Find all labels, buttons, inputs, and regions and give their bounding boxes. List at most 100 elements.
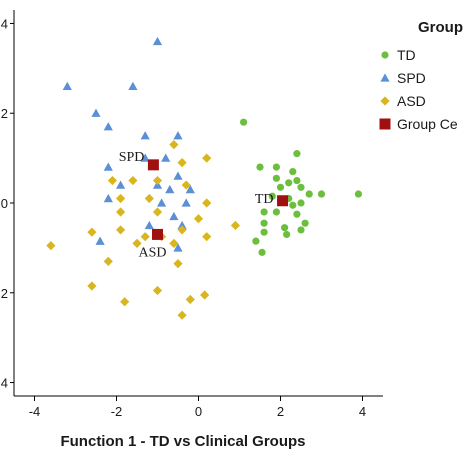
data-point-spd xyxy=(173,243,183,252)
x-axis: -4 -2 0 2 4 xyxy=(14,395,383,419)
data-point-td xyxy=(297,183,305,191)
legend-square-icon xyxy=(379,118,391,130)
y-tick-label: 4 xyxy=(1,376,8,391)
data-point-td xyxy=(256,163,264,171)
data-point-spd xyxy=(140,153,150,162)
data-point-asd xyxy=(177,310,187,320)
data-point-asd xyxy=(181,180,191,190)
centroid-label: ASD xyxy=(139,245,167,260)
centroid-label: SPD xyxy=(119,150,145,165)
data-point-asd xyxy=(46,241,56,251)
data-point-td xyxy=(268,192,276,200)
data-point-td xyxy=(293,210,301,218)
data-point-asd xyxy=(140,232,150,242)
data-point-asd xyxy=(116,225,126,235)
data-point-td xyxy=(281,224,289,232)
data-point-asd xyxy=(202,198,212,208)
group-centroid-marker xyxy=(147,159,159,171)
x-tick-label: -2 xyxy=(111,404,123,419)
data-point-spd xyxy=(144,220,154,230)
data-point-spd xyxy=(157,198,167,207)
legend-diamond-icon xyxy=(380,96,390,106)
data-point-spd xyxy=(103,193,113,203)
data-point-asd xyxy=(144,193,154,204)
data-point-asd xyxy=(177,225,187,235)
legend-item-spd: SPD xyxy=(380,70,426,86)
data-point-asd xyxy=(87,281,97,291)
data-point-asd xyxy=(107,175,117,186)
legend: Group TD SPD ASD Group Ce xyxy=(379,19,463,132)
data-point-asd xyxy=(132,238,142,248)
data-point-td xyxy=(297,199,305,207)
data-point-spd xyxy=(173,131,183,140)
data-point-spd xyxy=(173,171,183,180)
data-point-td xyxy=(289,167,297,176)
legend-label: Group Ce xyxy=(397,116,458,132)
data-point-td xyxy=(260,208,268,216)
data-point-spd xyxy=(116,180,126,189)
data-point-td xyxy=(283,230,291,239)
legend-item-asd: ASD xyxy=(380,93,426,109)
data-point-asd xyxy=(177,158,187,168)
data-point-asd xyxy=(202,232,212,242)
data-point-td xyxy=(293,150,301,158)
data-point-spd xyxy=(181,198,191,207)
group-centroid-marker xyxy=(152,228,163,240)
data-points xyxy=(46,36,362,320)
data-point-td xyxy=(354,190,362,198)
data-point-asd xyxy=(169,140,179,150)
data-point-td xyxy=(305,190,313,198)
data-point-td xyxy=(260,219,268,227)
legend-title: Group xyxy=(418,19,463,36)
legend-entries: TD SPD ASD Group Ce xyxy=(379,47,458,132)
data-point-spd xyxy=(91,108,101,117)
series-td xyxy=(240,118,362,256)
legend-item-group-ce: Group Ce xyxy=(379,116,458,132)
data-point-td xyxy=(289,201,297,209)
y-tick-label: 4 xyxy=(1,16,8,31)
data-point-asd xyxy=(230,220,240,231)
x-tick-label: 0 xyxy=(195,404,202,419)
data-point-td xyxy=(285,179,293,187)
y-tick-label: 2 xyxy=(1,286,8,301)
y-axis: 4 2 0 2 4 xyxy=(1,10,15,396)
data-point-spd xyxy=(103,122,113,131)
data-point-td xyxy=(276,183,285,191)
data-point-asd xyxy=(87,227,97,237)
centroid-labels: SPD TD ASD xyxy=(119,150,274,261)
data-point-td xyxy=(240,118,248,126)
data-point-spd xyxy=(140,131,150,140)
data-point-td xyxy=(272,174,280,182)
data-point-td xyxy=(317,190,326,198)
data-point-spd xyxy=(103,162,113,171)
data-point-spd xyxy=(165,184,175,194)
data-point-td xyxy=(258,248,266,256)
data-point-asd xyxy=(152,207,163,217)
group-centroid-marker xyxy=(277,195,289,207)
data-point-spd xyxy=(169,211,179,221)
series-group-ce xyxy=(147,159,289,240)
data-point-asd xyxy=(152,285,163,296)
series-asd xyxy=(46,140,240,320)
data-point-spd xyxy=(185,184,195,194)
data-point-asd xyxy=(103,256,113,266)
data-point-spd xyxy=(62,81,72,90)
data-point-td xyxy=(293,176,301,185)
x-tick-label: 4 xyxy=(359,404,366,419)
data-point-asd xyxy=(116,207,126,217)
legend-label: SPD xyxy=(397,70,426,86)
data-point-asd xyxy=(200,290,210,300)
data-point-asd xyxy=(193,214,204,224)
data-point-spd xyxy=(177,220,187,230)
data-point-spd xyxy=(128,81,138,90)
data-point-asd xyxy=(202,153,212,163)
x-axis-title: Function 1 - TD vs Clinical Groups xyxy=(60,433,305,450)
legend-label: ASD xyxy=(397,93,426,109)
data-point-asd xyxy=(120,297,130,307)
data-point-asd xyxy=(173,258,183,269)
data-point-td xyxy=(260,228,268,236)
legend-label: TD xyxy=(397,47,416,63)
data-point-spd xyxy=(95,236,105,245)
data-point-asd xyxy=(116,193,126,204)
